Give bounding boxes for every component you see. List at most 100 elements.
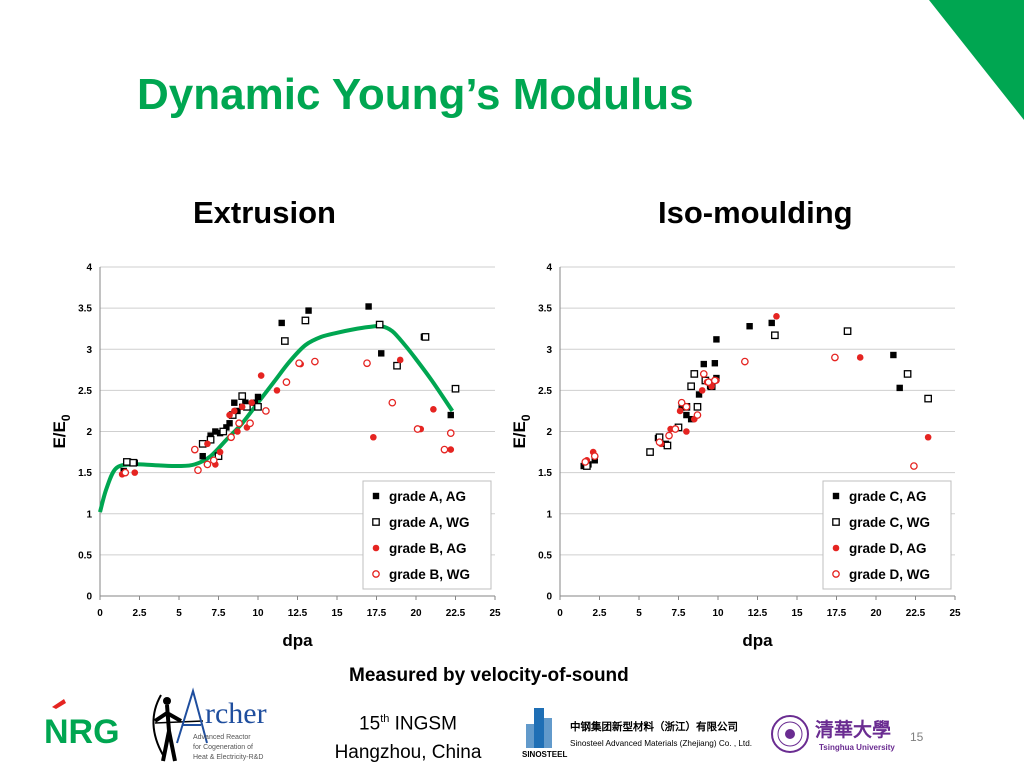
iso-moulding-point-grade-d-wg bbox=[741, 357, 749, 366]
iso-moulding-point-grade-c-wg bbox=[924, 394, 932, 403]
iso-moulding-point-grade-d-wg bbox=[682, 402, 691, 411]
iso-moulding-point-grade-c-ag bbox=[896, 384, 903, 392]
extrusion-xtick-label: 17.5 bbox=[367, 608, 387, 619]
tsinghua-logo: 清華大學 Tsinghua University bbox=[771, 715, 895, 753]
extrusion-point-grade-a-ag bbox=[226, 420, 233, 427]
extrusion-point-grade-b-ag bbox=[131, 469, 139, 476]
iso-moulding-legend-box bbox=[822, 480, 952, 590]
extrusion-ytick-label: 1.5 bbox=[78, 468, 92, 479]
chart-left-subtitle: Extrusion bbox=[193, 195, 336, 230]
extrusion-point-grade-a-wg bbox=[238, 392, 247, 400]
extrusion-point-grade-b-wg bbox=[282, 378, 291, 387]
iso-moulding-ytick-label: 4 bbox=[546, 263, 552, 274]
iso-moulding-point-grade-d-ag bbox=[683, 428, 690, 435]
iso-moulding-legend-marker-grade-c-wg bbox=[832, 518, 840, 526]
page-number: 15 bbox=[910, 730, 924, 744]
iso-moulding-point-grade-d-wg bbox=[677, 398, 686, 407]
iso-moulding-point-grade-c-ag bbox=[768, 319, 775, 327]
iso-moulding-ytick-label: 3 bbox=[546, 345, 552, 356]
iso-moulding-point-grade-d-wg bbox=[710, 376, 719, 385]
extrusion-y-axis-label: E/E0 bbox=[50, 414, 73, 448]
iso-moulding-ytick-label: 1 bbox=[546, 509, 552, 520]
iso-moulding-point-grade-d-wg bbox=[655, 438, 664, 447]
iso-moulding-xtick-label: 7.5 bbox=[672, 608, 686, 619]
extrusion-point-grade-a-ag bbox=[207, 432, 214, 439]
iso-moulding-point-grade-c-wg bbox=[903, 370, 912, 378]
iso-moulding-xtick-label: 12.5 bbox=[748, 608, 768, 619]
iso-moulding-point-grade-c-ag bbox=[678, 403, 685, 411]
iso-moulding-point-grade-c-ag bbox=[746, 323, 753, 330]
iso-moulding-ytick-label: 1.5 bbox=[538, 468, 552, 479]
extrusion-xtick-label: 25 bbox=[489, 608, 501, 619]
extrusion-point-grade-b-wg bbox=[209, 456, 218, 465]
archer-logo: rcher Advanced Reactor for Cogeneration … bbox=[141, 683, 288, 765]
extrusion-point-grade-b-wg bbox=[295, 359, 303, 368]
iso-moulding-point-grade-d-ag bbox=[924, 433, 932, 441]
iso-moulding-point-grade-d-wg bbox=[831, 353, 839, 362]
extrusion-point-grade-b-wg bbox=[440, 445, 449, 454]
iso-moulding-xtick-label: 2.5 bbox=[593, 608, 607, 619]
extrusion-legend-label-grade-a-wg: grade A, WG bbox=[389, 515, 470, 530]
extrusion-point-grade-a-ag bbox=[242, 399, 249, 406]
iso-moulding-ytick-label: 0 bbox=[546, 592, 552, 603]
conference-name: INGSM bbox=[389, 713, 457, 735]
extrusion-xtick-label: 0 bbox=[97, 608, 103, 619]
iso-moulding-legend-label-grade-d-ag: grade D, AG bbox=[849, 541, 927, 556]
extrusion-point-grade-a-ag bbox=[365, 303, 372, 310]
iso-moulding-ytick-label: 2.5 bbox=[538, 386, 552, 397]
extrusion-point-grade-a-wg bbox=[123, 458, 131, 466]
iso-moulding-point-grade-c-ag bbox=[711, 360, 719, 367]
extrusion-x-axis-label: dpa bbox=[282, 631, 313, 650]
extrusion-point-grade-a-wg bbox=[375, 320, 384, 329]
iso-moulding-point-grade-c-ag bbox=[695, 391, 703, 398]
extrusion-point-grade-a-wg bbox=[281, 337, 289, 345]
archer-logo-name: rcher bbox=[205, 697, 267, 730]
extrusion-ytick-label: 2 bbox=[86, 427, 92, 438]
iso-moulding-point-grade-d-wg bbox=[699, 370, 708, 378]
iso-moulding-point-grade-c-wg bbox=[687, 382, 695, 391]
extrusion-point-grade-a-wg bbox=[451, 384, 460, 393]
extrusion-ytick-label: 0 bbox=[86, 592, 92, 603]
extrusion-ytick-label: 4 bbox=[86, 263, 92, 274]
iso-moulding-point-grade-c-ag bbox=[890, 351, 897, 359]
extrusion-point-grade-a-ag bbox=[231, 399, 238, 406]
extrusion-point-grade-b-wg bbox=[235, 419, 243, 428]
extrusion-legend-marker-grade-a-ag bbox=[372, 492, 380, 500]
extrusion-point-grade-b-ag bbox=[204, 440, 211, 448]
extrusion-xtick-label: 22.5 bbox=[446, 608, 466, 619]
extrusion-point-grade-b-wg bbox=[388, 398, 397, 407]
extrusion-chart: 00.511.522.533.540 2.5 5 7.5 10 12.5 15 17.5 20 2… bbox=[50, 263, 501, 651]
extrusion-legend-marker-grade-b-ag bbox=[372, 544, 380, 552]
iso-moulding-xtick-label: 15 bbox=[791, 608, 803, 619]
extrusion-point-grade-b-wg bbox=[262, 407, 270, 415]
iso-moulding-point-grade-c-wg bbox=[693, 402, 702, 411]
extrusion-xtick-label: 10 bbox=[252, 608, 264, 619]
extrusion-xtick-label: 7.5 bbox=[212, 608, 226, 619]
extrusion-legend-label-grade-a-ag: grade A, AG bbox=[389, 489, 466, 504]
extrusion-point-grade-a-ag bbox=[199, 452, 206, 460]
extrusion-point-grade-b-ag bbox=[430, 405, 437, 413]
extrusion-point-grade-a-ag bbox=[378, 350, 385, 357]
iso-moulding-point-grade-d-wg bbox=[665, 431, 673, 440]
extrusion-point-grade-b-ag bbox=[396, 356, 404, 364]
extrusion-point-grade-b-ag bbox=[447, 446, 455, 453]
extrusion-point-grade-b-ag bbox=[257, 372, 265, 379]
extrusion-legend-label-grade-b-ag: grade B, AG bbox=[389, 541, 467, 556]
iso-moulding-point-grade-d-wg bbox=[581, 458, 590, 466]
iso-moulding-point-grade-c-ag bbox=[700, 360, 707, 368]
iso-moulding-point-grade-c-wg bbox=[843, 327, 852, 336]
conference-location: Hangzhou, China bbox=[334, 742, 482, 764]
iso-moulding-xtick-label: 0 bbox=[557, 608, 563, 619]
iso-moulding-point-grade-c-ag bbox=[591, 457, 598, 464]
extrusion-point-grade-b-wg bbox=[413, 425, 422, 433]
extrusion-point-grade-a-wg bbox=[254, 402, 262, 411]
extrusion-point-grade-b-ag bbox=[226, 411, 233, 419]
iso-moulding-point-grade-d-wg bbox=[693, 411, 702, 419]
iso-moulding-xtick-label: 25 bbox=[949, 608, 961, 619]
extrusion-point-grade-b-ag bbox=[273, 387, 281, 394]
sinosteel-logo: SINOSTEEL 中钢集团新型材料（浙江）有限公司 Sinosteel Adv… bbox=[522, 708, 752, 758]
iso-moulding-point-grade-c-wg bbox=[771, 331, 779, 340]
extrusion-point-grade-a-wg bbox=[301, 316, 310, 325]
iso-moulding-point-grade-d-ag bbox=[856, 354, 864, 361]
iso-moulding-point-grade-d-wg bbox=[590, 452, 599, 461]
